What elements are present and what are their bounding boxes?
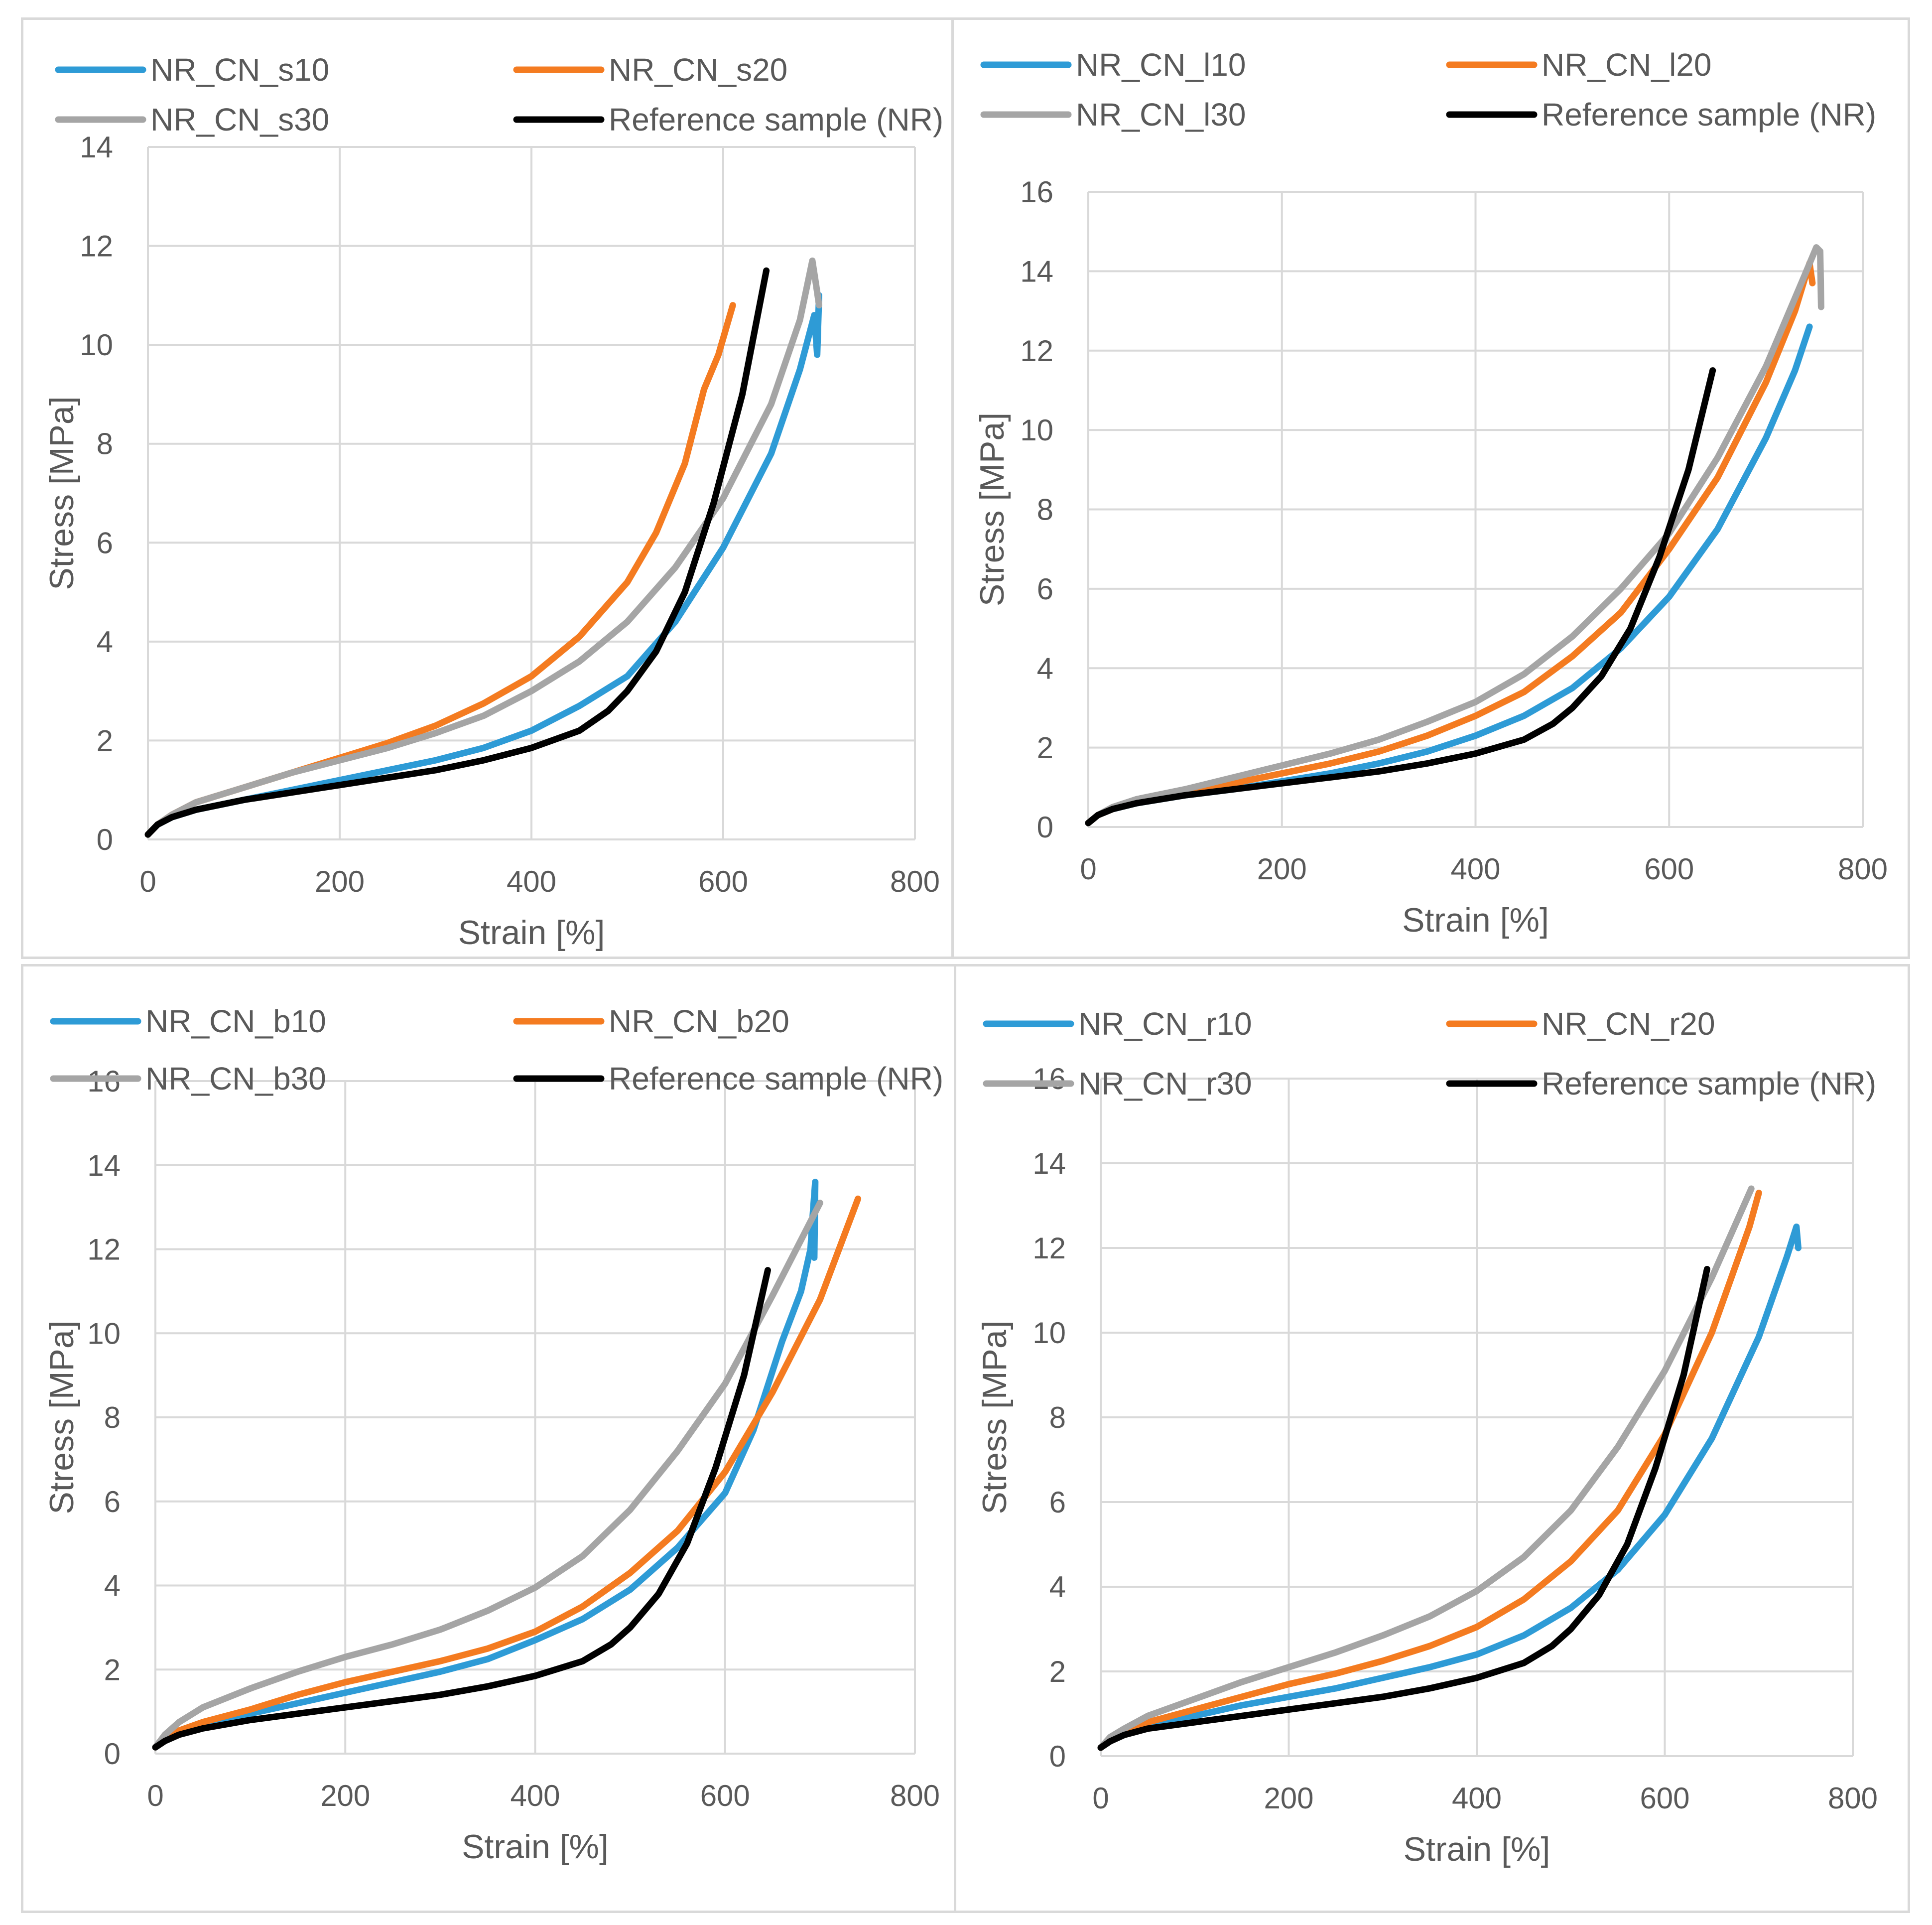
- y-tick-label: 8: [104, 1401, 121, 1434]
- x-tick-label: 600: [698, 865, 748, 898]
- series-line-nr-cn-r30: [1097, 1185, 1755, 1751]
- y-tick-label: 10: [1020, 413, 1053, 447]
- y-tick-label: 6: [104, 1485, 121, 1518]
- series-line-nr-cn-r10: [1097, 1224, 1802, 1751]
- series-line-reference-sample-nr-: [1097, 1266, 1710, 1751]
- series-line-reference-sample-nr-: [1085, 367, 1716, 826]
- y-tick-label: 12: [80, 230, 113, 263]
- legend-label: Reference sample (NR): [609, 1061, 943, 1097]
- y-tick-label: 12: [1032, 1232, 1066, 1265]
- y-tick-label: 14: [1032, 1147, 1066, 1180]
- y-tick-label: 8: [1037, 493, 1053, 527]
- y-tick-label: 4: [1049, 1570, 1066, 1604]
- chart-panel-l: 0 200 400 600 800 0 2 4 6 8 10 12 14 16 Strain [%] Stre…: [951, 17, 1910, 959]
- x-axis-title: Strain [%]: [1404, 1830, 1550, 1868]
- y-tick-label: 12: [1020, 334, 1053, 368]
- legend-label: NR_CN_l30: [1076, 97, 1246, 133]
- x-tick-label: 0: [139, 865, 156, 898]
- y-tick-label: 6: [1049, 1486, 1066, 1519]
- chart-panel-s: 0 200 400 600 800 0 2 4 6 8 10 12 14 Strain [%] Stress…: [21, 17, 967, 959]
- y-tick-label: 10: [87, 1317, 121, 1350]
- legend-label: NR_CN_s20: [609, 52, 787, 88]
- series-line-nr-cn-b30: [152, 1200, 823, 1751]
- y-tick-label: 2: [97, 724, 113, 757]
- y-tick-label: 6: [1037, 572, 1053, 606]
- y-tick-label: 2: [1049, 1655, 1066, 1688]
- y-axis-title: Stress [MPa]: [43, 1320, 81, 1514]
- x-tick-label: 800: [1828, 1782, 1878, 1815]
- x-tick-label: 200: [1264, 1782, 1313, 1815]
- x-tick-label: 600: [700, 1779, 750, 1812]
- y-axis-title: Stress [MPa]: [43, 396, 81, 590]
- legend-label: Reference sample (NR): [1542, 1066, 1876, 1101]
- y-axis-title: Stress [MPa]: [973, 412, 1011, 606]
- stress-strain-chart-0: 0 200 400 600 800 0 2 4 6 8 10 12 14 Strain [%] Stress…: [43, 52, 943, 952]
- y-tick-label: 16: [1032, 1062, 1066, 1096]
- y-tick-label: 10: [80, 328, 113, 362]
- y-tick-label: 16: [1020, 175, 1053, 209]
- x-axis-title: Strain [%]: [462, 1828, 609, 1866]
- y-tick-label: 0: [97, 823, 113, 856]
- legend-label: NR_CN_s10: [150, 52, 329, 88]
- x-tick-label: 400: [507, 865, 556, 898]
- series-line-reference-sample-nr-: [144, 267, 770, 838]
- stress-strain-chart-1: 0 200 400 600 800 0 2 4 6 8 10 12 14 16 Strain [%] Stre…: [973, 47, 1888, 939]
- legend-label: NR_CN_l10: [1076, 47, 1246, 83]
- y-axis-title: Stress [MPa]: [976, 1320, 1014, 1514]
- x-tick-label: 800: [1838, 852, 1888, 886]
- series-line-nr-cn-l30: [1085, 244, 1824, 826]
- legend-label: NR_CN_l20: [1542, 47, 1711, 83]
- legend-label: Reference sample (NR): [1542, 97, 1876, 133]
- y-tick-label: 2: [104, 1653, 121, 1686]
- x-axis-title: Strain [%]: [1402, 901, 1549, 939]
- x-tick-label: 200: [320, 1779, 370, 1812]
- x-tick-label: 0: [1092, 1782, 1109, 1815]
- x-tick-label: 400: [1450, 852, 1500, 886]
- x-tick-label: 0: [1080, 852, 1096, 886]
- series-line-nr-cn-s10: [144, 292, 822, 838]
- x-tick-label: 200: [1257, 852, 1307, 886]
- x-tick-label: 600: [1644, 852, 1694, 886]
- x-tick-label: 800: [890, 865, 940, 898]
- y-tick-label: 14: [1020, 255, 1053, 288]
- series-line-nr-cn-s30: [144, 257, 822, 838]
- x-tick-label: 200: [315, 865, 365, 898]
- x-tick-label: 600: [1640, 1782, 1689, 1815]
- y-tick-label: 0: [1049, 1740, 1066, 1773]
- legend-label: NR_CN_r20: [1542, 1006, 1715, 1042]
- series-line-nr-cn-b20: [152, 1195, 862, 1751]
- series-line-reference-sample-nr-: [152, 1267, 771, 1751]
- legend-label: NR_CN_b30: [145, 1061, 326, 1097]
- y-tick-label: 6: [97, 526, 113, 559]
- y-tick-label: 2: [1037, 731, 1053, 765]
- y-tick-label: 14: [87, 1149, 121, 1182]
- x-tick-label: 0: [147, 1779, 163, 1812]
- y-tick-label: 12: [87, 1233, 121, 1266]
- y-tick-label: 4: [104, 1569, 121, 1603]
- y-tick-label: 0: [1037, 811, 1053, 844]
- legend-label: NR_CN_s30: [150, 102, 329, 138]
- y-tick-label: 8: [97, 427, 113, 461]
- legend-label: NR_CN_b10: [145, 1003, 326, 1039]
- y-tick-label: 14: [80, 131, 113, 164]
- series-line-nr-cn-s20: [144, 302, 736, 838]
- stress-strain-chart-3: 0 200 400 600 800 0 2 4 6 8 10 12 14 16 Strain [%] Stre…: [976, 1006, 1878, 1868]
- y-tick-label: 0: [104, 1737, 121, 1771]
- y-tick-label: 4: [1037, 652, 1053, 685]
- chart-panel-r: 0 200 400 600 800 0 2 4 6 8 10 12 14 16 Strain [%] Stre…: [954, 964, 1910, 1913]
- legend-label: NR_CN_b20: [609, 1003, 789, 1039]
- x-axis-title: Strain [%]: [458, 914, 605, 952]
- x-tick-label: 800: [890, 1779, 940, 1812]
- legend-label: Reference sample (NR): [609, 102, 943, 138]
- legend-label: NR_CN_r30: [1078, 1066, 1252, 1101]
- y-tick-label: 4: [97, 625, 113, 659]
- x-tick-label: 400: [510, 1779, 560, 1812]
- y-tick-label: 10: [1032, 1316, 1066, 1350]
- y-tick-label: 8: [1049, 1401, 1066, 1434]
- x-tick-label: 400: [1452, 1782, 1502, 1815]
- legend-label: NR_CN_r10: [1078, 1006, 1252, 1042]
